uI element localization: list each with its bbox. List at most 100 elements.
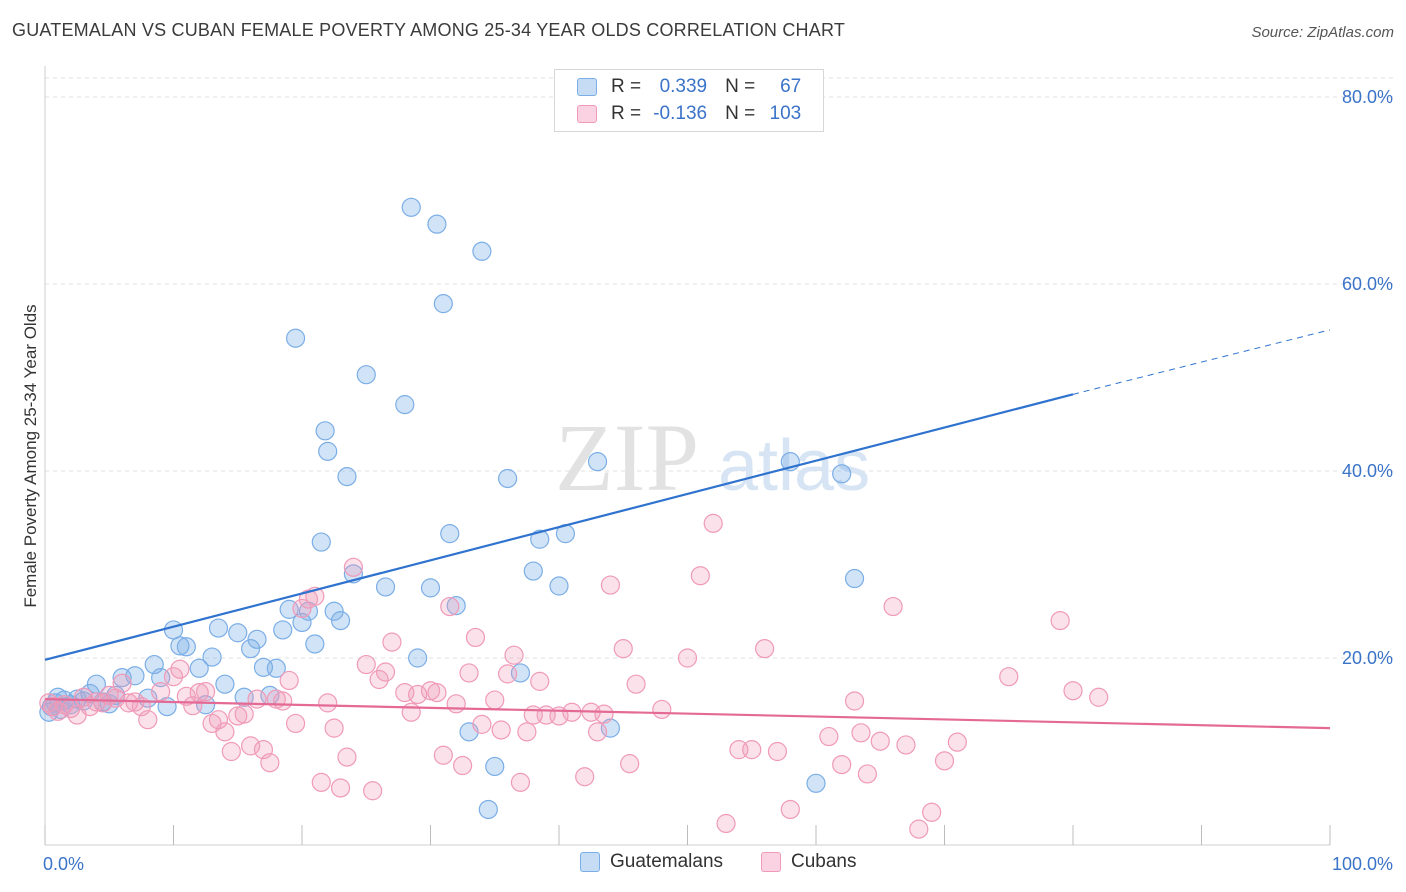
legend-label-cubans: Cubans [791,851,857,872]
data-point [189,658,209,678]
x-tick-label: 100.0% [1332,854,1393,874]
data-point [832,754,852,775]
legend-r-value: 0.339 [659,76,708,97]
data-point [247,629,267,649]
axes [44,66,1331,846]
data-point [498,664,518,684]
source-credit: Source: ZipAtlas.com [1251,24,1394,41]
trend-line-cubans [44,698,1331,730]
data-point [896,735,916,755]
data-point [587,722,608,742]
chart-title: GUATEMALAN VS CUBAN FEMALE POVERTY AMONG… [12,20,846,40]
data-point [343,557,363,577]
data-point [279,670,299,691]
data-point [742,740,762,760]
data-point [530,529,550,549]
data-point [433,294,453,314]
data-point [311,772,331,792]
data-point [498,468,518,489]
data-point [427,214,447,234]
data-point [375,662,396,682]
data-point [427,682,447,703]
watermark-zip: ZIP [555,404,699,511]
data-point [716,813,736,834]
legend-label-guatemalans: Guatemalans [610,851,724,872]
legend-swatch-cubans [577,105,597,123]
data-point [176,686,196,706]
data-point [330,610,351,631]
data-point [241,736,261,756]
data-point [260,753,280,773]
y-tick-label: 20.0% [1342,648,1393,668]
data-point [266,658,286,678]
data-point [151,682,171,702]
data-point [324,718,344,738]
data-point [934,751,955,771]
data-point [613,639,633,659]
grid-lines [45,77,1393,659]
legend-n-label: N = [725,76,756,97]
series-guatemalans [39,197,865,820]
data-point [163,667,184,687]
legend-item-guatemalans: Guatemalans [580,851,723,873]
data-point [292,598,312,619]
data-point [999,667,1019,687]
data-point [408,648,428,668]
legend-r-label: R = [611,103,642,124]
tick-labels: 20.0% 40.0% 60.0% 80.0% 0.0% 100.0% [43,87,1393,874]
data-point [440,596,460,617]
data-point [523,561,543,581]
legend-r-label: R = [611,76,642,97]
data-point [549,576,569,596]
data-point [118,693,139,713]
data-point [947,732,967,752]
data-point [600,575,621,595]
data-point [285,713,306,734]
data-point [832,464,852,484]
data-point [273,620,293,640]
data-point [517,722,537,742]
legend-n-value: 67 [780,76,802,97]
legend-n-value: 103 [769,103,802,124]
data-point [215,674,235,694]
y-tick-label: 60.0% [1342,274,1393,294]
legend-swatch-guatemalans [577,78,597,96]
data-point [202,647,222,667]
data-point [922,802,942,822]
y-tick-label: 40.0% [1342,461,1393,481]
legend-r-value: -0.136 [653,103,708,124]
data-point [626,674,646,694]
data-point [1063,681,1083,701]
data-point [408,684,428,705]
data-point [857,764,878,784]
data-point [228,623,248,643]
trend-extension-guatemalans [1072,329,1331,395]
y-axis-label: Female Poverty Among 25-34 Year Olds [21,304,40,608]
data-point [330,778,351,798]
data-point [446,596,466,616]
data-point [851,723,871,743]
data-point [433,745,453,765]
data-point [311,532,331,552]
data-point [1050,610,1070,631]
data-point [208,710,229,730]
data-point [883,596,903,617]
data-point [221,741,241,762]
data-point [440,524,460,544]
data-point [844,691,865,711]
data-point [594,704,614,724]
data-point [292,612,312,633]
data-point [780,799,800,820]
data-point [375,577,396,597]
y-tick-label: 80.0% [1342,87,1393,107]
data-point [356,654,376,675]
data-point [401,197,421,217]
data-point [600,718,621,738]
data-point [382,632,402,652]
data-point [395,395,415,415]
data-point [491,720,511,740]
data-point [453,755,473,776]
data-point [170,636,190,656]
data-point [337,747,357,767]
